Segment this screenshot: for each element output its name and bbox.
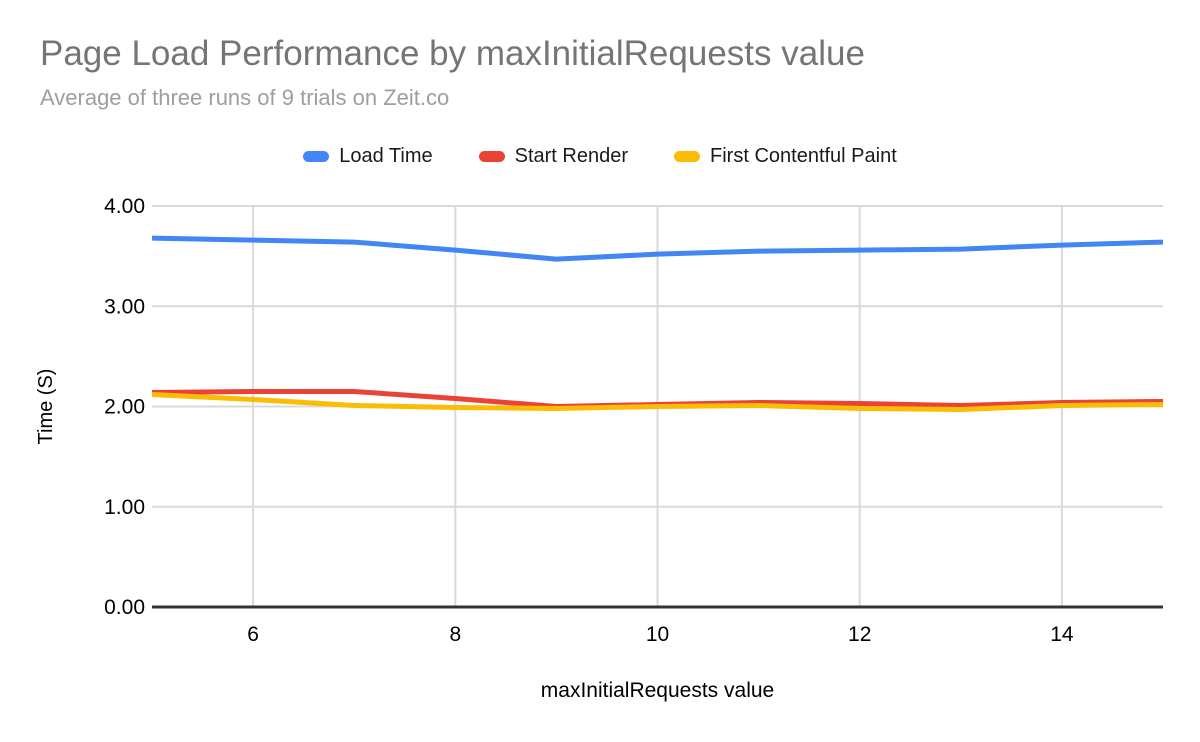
legend-item-start-render: Start Render [478, 144, 629, 168]
chart-header: Page Load Performance by maxInitialReque… [40, 33, 865, 111]
legend-item-load-time: Load Time [303, 144, 433, 168]
legend-swatch-start-render [478, 150, 505, 162]
legend-swatch-first-contentful-paint [674, 150, 701, 162]
series-line-load-time [151, 235, 1164, 262]
y-tick-label: 1.00 [104, 496, 145, 519]
y-tick-label: 4.00 [104, 195, 145, 218]
legend-swatch-load-time [303, 150, 330, 162]
legend-item-first-contentful-paint: First Contentful Paint [674, 145, 897, 168]
legend-label: Load Time [339, 144, 433, 167]
legend-label: First Contentful Paint [710, 144, 897, 167]
y-tick-label: 3.00 [104, 295, 145, 318]
x-tick-label: 10 [646, 623, 669, 646]
chart-subtitle: Average of three runs of 9 trials on Zei… [40, 85, 450, 110]
x-tick-label: 8 [449, 623, 461, 646]
legend-label: Start Render [514, 144, 629, 167]
x-tick-label: 12 [848, 623, 871, 646]
y-tick-label: 2.00 [104, 396, 145, 419]
x-tick-label: 14 [1050, 623, 1074, 646]
x-axis-title: maxInitialRequests value [541, 679, 774, 702]
y-axis-title: Time (S) [35, 369, 57, 445]
y-tick-label: 0.00 [104, 596, 145, 619]
series-line-first-contentful-paint [151, 391, 1164, 413]
chart-title: Page Load Performance by maxInitialReque… [40, 34, 865, 73]
chart-legend: Load Time Start Render First Contentful … [0, 143, 1200, 169]
x-tick-label: 6 [247, 623, 259, 646]
